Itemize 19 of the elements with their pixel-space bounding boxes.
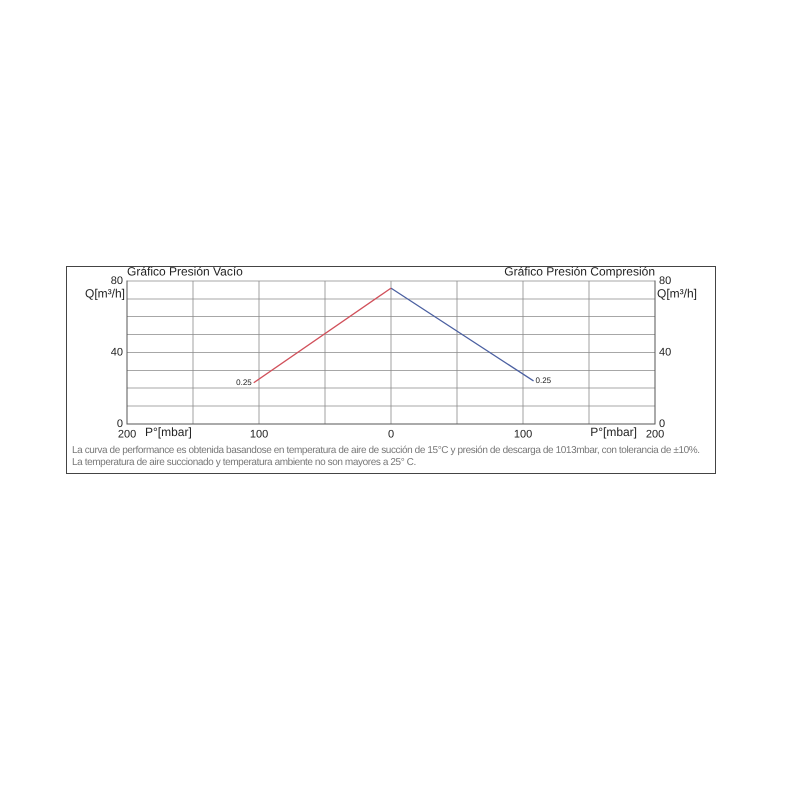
y-tick-label: 40: [110, 346, 123, 358]
y2-axis-title: Q[m³/h]: [657, 286, 698, 300]
x-axis-title: P°[mbar]: [145, 425, 192, 440]
y-axis-title: Q[m³/h]: [84, 286, 125, 300]
x-tick-label: 100: [514, 428, 532, 440]
text: La curva de performance es obtenida basandose en temperatura de aire de succión de 15°C y presión de descarga de 1013mbar, con tolerancia de ±10%.: [72, 445, 701, 457]
x-tick-label: 0: [388, 428, 394, 440]
text: La temperatura de aire succionado y temperatura ambiente no son mayores a 25° C.: [72, 457, 417, 469]
y-tick-label: 0: [116, 418, 123, 430]
x-tick-label: 100: [250, 428, 268, 440]
y2-tick-label: 80: [659, 275, 672, 288]
x-tick-label: 200: [118, 428, 136, 440]
y2-tick-label: 40: [659, 346, 672, 358]
text: P°[mbar]: [590, 425, 637, 440]
y2-tick-label: 0: [659, 418, 666, 430]
y-tick-label: 80: [110, 275, 123, 288]
annotation: 0.25: [236, 378, 252, 387]
x-tick-label: 200: [646, 428, 664, 440]
annotation: 0.25: [536, 376, 552, 386]
